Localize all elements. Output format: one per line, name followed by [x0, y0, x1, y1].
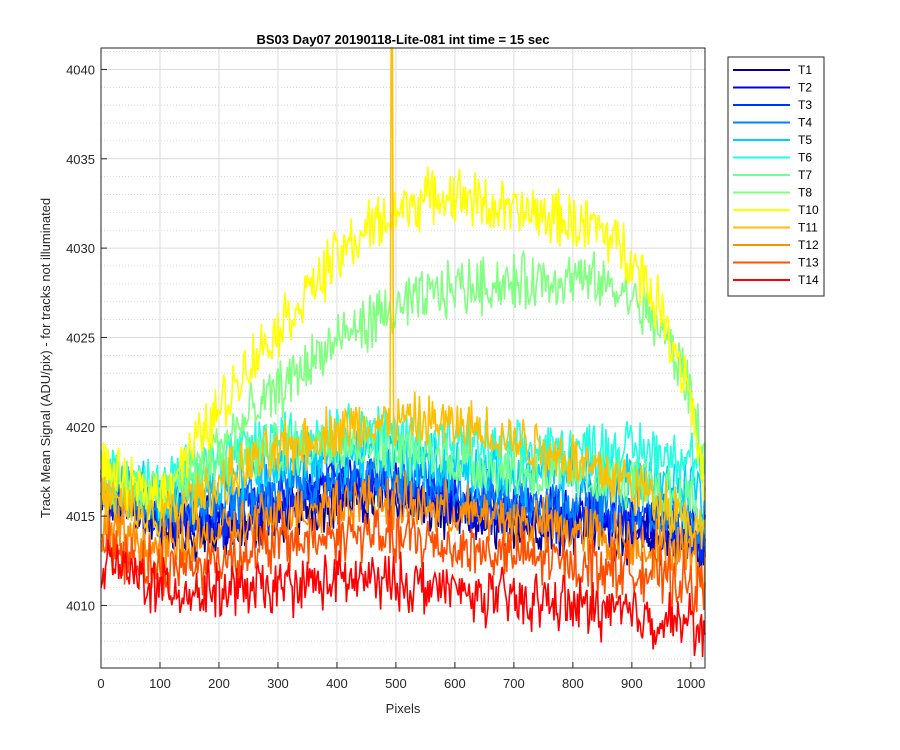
x-tick-label: 400 [326, 676, 348, 691]
legend-label-t12: T12 [798, 238, 819, 252]
legend-label-t6: T6 [798, 151, 812, 165]
legend: T1 T2 T3 T4 T5 T6 T7 T8 T10 T11 T12 T13 T14 [727, 56, 825, 297]
series-line-t8 [100, 249, 706, 516]
legend-label-t7: T7 [798, 168, 812, 182]
series-layer [100, 47, 706, 658]
series-line-t12 [100, 469, 706, 601]
legend-label-t4: T4 [798, 116, 812, 130]
x-tick-label: 600 [444, 676, 466, 691]
y-axis-label: Track Mean Signal (ADU/pix) - for tracks… [38, 198, 53, 518]
series-line-t14 [100, 539, 706, 658]
series-line-t10 [100, 166, 706, 521]
x-tick-label: 200 [208, 676, 230, 691]
legend-label-t5: T5 [798, 133, 812, 147]
y-tick-label: 4025 [66, 330, 95, 345]
x-tick-label: 800 [562, 676, 584, 691]
legend-label-t8: T8 [798, 186, 812, 200]
y-tick-label: 4030 [66, 241, 95, 256]
x-tick-label: 100 [149, 676, 171, 691]
legend-label-t1: T1 [798, 63, 812, 77]
chart-title: BS03 Day07 20190118-Lite-081 int time = … [256, 32, 549, 47]
y-tick-label: 4010 [66, 598, 95, 613]
y-tick-label: 4035 [66, 152, 95, 167]
legend-label-t3: T3 [798, 98, 812, 112]
legend-label-t2: T2 [798, 81, 812, 95]
x-tick-label: 500 [385, 676, 407, 691]
tick-layer: 0 100 200 300 400 500 600 700 800 900 1000 4010 4015… [66, 62, 705, 691]
legend-label-t11: T11 [798, 221, 818, 235]
plot-frame [100, 47, 706, 669]
legend-box [727, 56, 825, 297]
legend-label-t10: T10 [798, 203, 819, 217]
y-tick-label: 4020 [66, 420, 95, 435]
series-line-t11 [100, 47, 706, 550]
x-tick-label: 700 [503, 676, 525, 691]
x-axis-label: Pixels [386, 701, 421, 716]
x-tick-label: 1000 [676, 676, 705, 691]
x-tick-label: 0 [97, 676, 104, 691]
x-tick-label: 900 [621, 676, 643, 691]
series-line-t13 [100, 505, 706, 618]
legend-label-t14: T14 [798, 273, 819, 287]
y-tick-label: 4040 [66, 62, 95, 77]
x-tick-label: 300 [267, 676, 289, 691]
y-tick-label: 4015 [66, 509, 95, 524]
legend-label-t13: T13 [798, 256, 819, 270]
